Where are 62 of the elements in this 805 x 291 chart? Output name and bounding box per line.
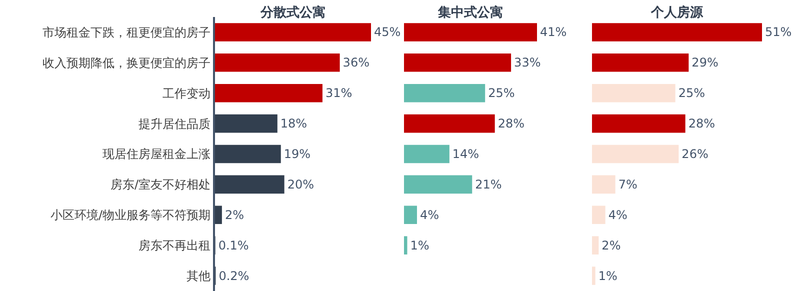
y-tick-label: 提升居住品质	[138, 116, 211, 131]
data-label: 29%	[692, 56, 718, 70]
data-label: 41%	[540, 25, 567, 40]
bar	[215, 206, 222, 224]
data-label: 19%	[284, 147, 311, 161]
data-label: 33%	[514, 56, 541, 70]
chart-title: 集中式公寓	[437, 4, 503, 21]
bar	[215, 23, 371, 42]
bar	[404, 84, 486, 102]
data-label: 45%	[374, 25, 401, 40]
bar	[592, 114, 686, 133]
data-label: 4%	[608, 208, 628, 222]
bar	[592, 236, 599, 254]
data-label: 28%	[498, 116, 524, 131]
bar	[404, 54, 512, 72]
y-tick-label: 市场租金下跌，租更便宜的房子	[42, 25, 211, 40]
data-label: 25%	[488, 86, 515, 100]
bar	[404, 206, 417, 224]
data-label: 1%	[410, 238, 430, 252]
bar	[592, 54, 689, 72]
bar	[592, 84, 676, 102]
bar	[592, 175, 616, 194]
bar	[215, 175, 284, 194]
bar	[592, 23, 762, 42]
data-label: 21%	[475, 177, 502, 192]
bar	[215, 144, 281, 164]
bar	[592, 144, 679, 164]
bar	[404, 23, 537, 42]
data-label: 18%	[280, 116, 308, 131]
bar	[592, 266, 596, 285]
data-label: 31%	[325, 86, 352, 100]
y-tick-label: 小区环境/物业服务等不符预期	[50, 208, 211, 222]
bar	[404, 236, 408, 254]
data-label: 0.1%	[218, 238, 249, 252]
data-label: 0.2%	[218, 268, 250, 283]
y-tick-label: 其他	[186, 268, 211, 283]
data-label: 20%	[287, 177, 314, 192]
data-label: 28%	[688, 116, 715, 131]
data-label: 7%	[618, 177, 638, 192]
data-label: 26%	[682, 147, 708, 161]
y-tick-label: 房东不再出租	[138, 238, 211, 253]
data-label: 25%	[678, 86, 705, 100]
y-tick-label: 现居住房屋租金上涨	[102, 147, 211, 162]
chart-title: 个人房源	[650, 4, 704, 21]
chart-title: 分散式公寓	[260, 4, 326, 21]
data-label: 2%	[224, 208, 244, 222]
bar	[404, 144, 450, 164]
bar	[215, 84, 322, 102]
bar	[215, 54, 340, 72]
bar	[592, 206, 606, 224]
data-label: 1%	[598, 268, 618, 283]
data-label: 14%	[452, 147, 480, 161]
data-label: 2%	[602, 238, 621, 252]
y-tick-label: 房东/室友不好相处	[110, 178, 211, 192]
y-tick-label: 收入预期降低，换更便宜的房子	[42, 56, 211, 70]
bar	[404, 114, 495, 133]
data-label: 51%	[765, 25, 792, 40]
data-label: 36%	[342, 56, 370, 70]
bar	[215, 114, 278, 133]
data-label: 4%	[420, 208, 440, 222]
y-tick-label: 工作变动	[162, 86, 211, 100]
bar	[404, 175, 472, 194]
